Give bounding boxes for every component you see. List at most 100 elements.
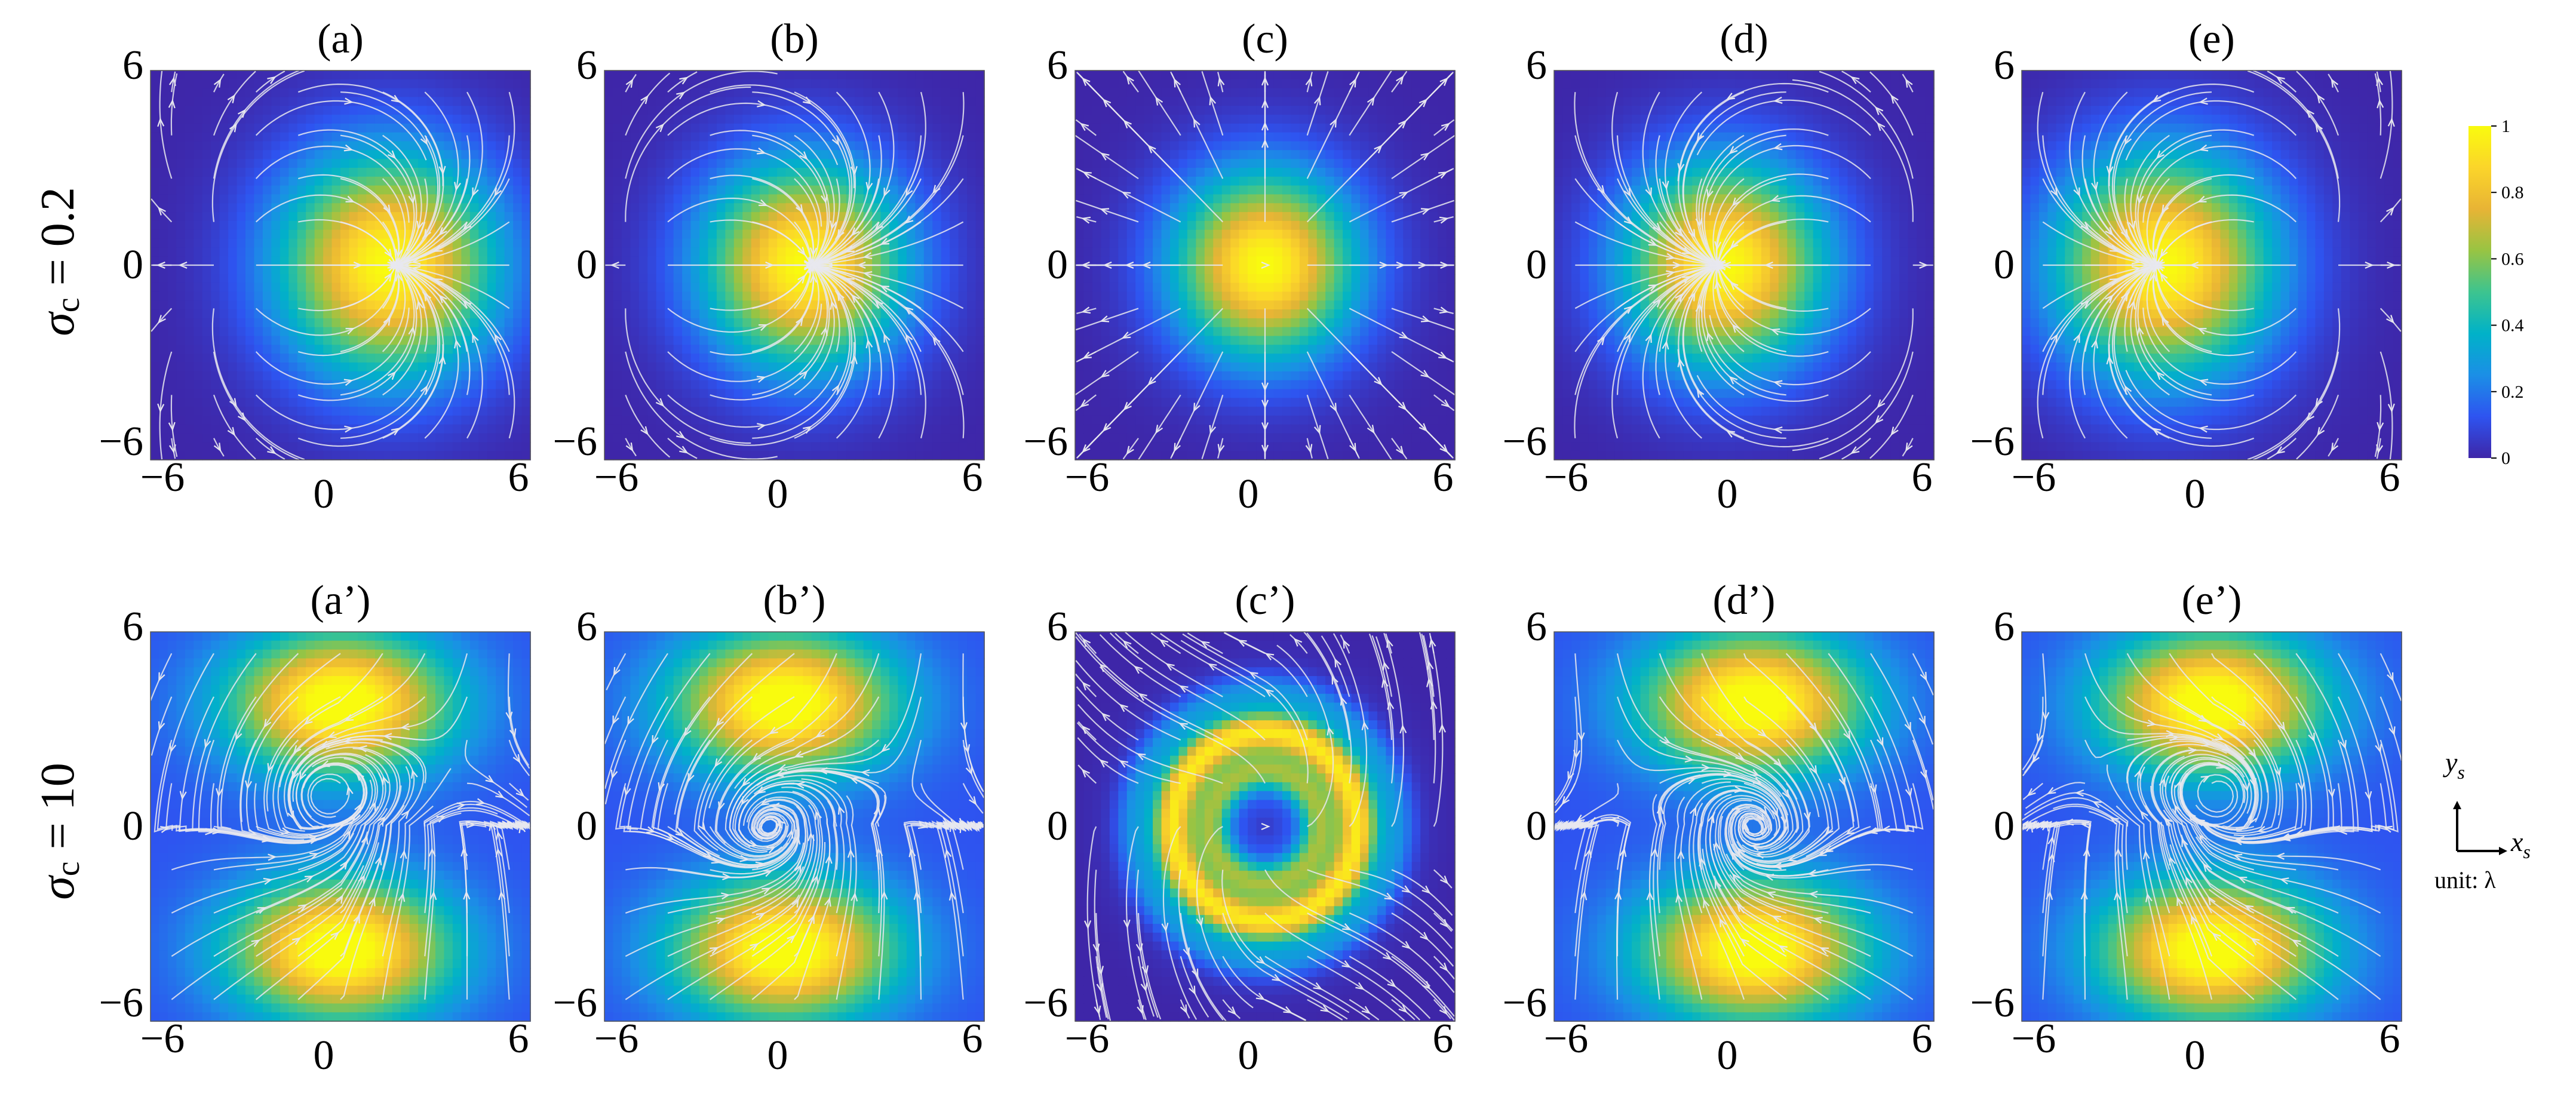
heatmap-cell xyxy=(262,247,272,257)
heatmap-cell xyxy=(673,185,683,195)
heatmap-cell xyxy=(785,371,795,381)
heatmap-cell xyxy=(647,185,657,195)
heatmap-cell xyxy=(1213,132,1223,142)
heatmap-cell xyxy=(176,274,186,284)
heatmap-cell xyxy=(297,354,306,363)
heatmap-cell xyxy=(967,371,977,381)
heatmap-cell xyxy=(374,274,385,284)
heatmap-cell xyxy=(254,79,263,89)
heatmap-cell xyxy=(941,185,950,195)
panel-2: (b)60−6−6 0 6 xyxy=(553,16,985,517)
heatmap-cell xyxy=(444,327,453,337)
heatmap-cell xyxy=(1265,168,1275,177)
heatmap-cell xyxy=(504,442,514,451)
heatmap-cell xyxy=(665,247,674,257)
heatmap-cell xyxy=(785,265,795,275)
heatmap-cell xyxy=(306,194,315,204)
heatmap-cell xyxy=(889,451,899,460)
heatmap-cell xyxy=(176,318,186,328)
heatmap-cell xyxy=(1126,203,1136,213)
heatmap-cell xyxy=(716,220,726,231)
heatmap-cell xyxy=(742,88,752,98)
heatmap-cell xyxy=(1075,141,1085,151)
heatmap-cell xyxy=(1230,106,1240,115)
heatmap-cell xyxy=(794,70,804,80)
heatmap-cell xyxy=(323,123,333,133)
heatmap-cell xyxy=(323,229,333,239)
heatmap-cell xyxy=(898,371,907,381)
heatmap-cell xyxy=(513,371,523,381)
heatmap-cell xyxy=(604,194,614,204)
heatmap-cell xyxy=(245,274,255,284)
heatmap-cell xyxy=(1429,115,1438,124)
heatmap-cell xyxy=(176,141,186,151)
heatmap-cell xyxy=(1187,132,1197,142)
heatmap-cell xyxy=(1248,115,1257,124)
heatmap-cell xyxy=(690,168,700,177)
heatmap-cell xyxy=(923,433,934,443)
heatmap-cell xyxy=(461,265,471,275)
heatmap-cell xyxy=(349,407,358,416)
heatmap-cell xyxy=(496,220,505,231)
heatmap-cell xyxy=(219,309,229,319)
heatmap-cell xyxy=(194,336,203,346)
heatmap-cell xyxy=(167,229,177,239)
heatmap-cell xyxy=(837,79,847,89)
heatmap-cell xyxy=(469,442,480,451)
heatmap-cell xyxy=(656,229,665,239)
heatmap-cell xyxy=(444,362,453,372)
heatmap-cell xyxy=(167,115,177,124)
heatmap-cell xyxy=(1446,141,1456,151)
heatmap-cell xyxy=(777,282,787,293)
heatmap-cell xyxy=(1161,185,1171,195)
heatmap-cell xyxy=(647,159,657,168)
heatmap-cell xyxy=(1153,194,1162,204)
heatmap-cell xyxy=(613,141,622,151)
heatmap-cell xyxy=(185,274,195,284)
heatmap-cell xyxy=(923,451,934,460)
heatmap-cell xyxy=(1204,123,1214,133)
heatmap-cell xyxy=(496,424,505,434)
heatmap-cell xyxy=(725,229,735,239)
heatmap-cell xyxy=(452,70,462,80)
heatmap-cell xyxy=(682,141,692,151)
heatmap-cell xyxy=(504,247,514,257)
heatmap-cell xyxy=(898,150,907,159)
heatmap-cell xyxy=(452,380,462,390)
heatmap-cell xyxy=(513,106,523,115)
heatmap-cell xyxy=(383,345,393,354)
heatmap-cell xyxy=(604,354,614,363)
heatmap-cell xyxy=(487,451,496,460)
heatmap-cell xyxy=(340,362,350,372)
heatmap-cell xyxy=(194,362,203,372)
heatmap-cell xyxy=(167,159,177,168)
heatmap-cell xyxy=(941,451,950,460)
heatmap-cell xyxy=(967,265,977,275)
heatmap-cell xyxy=(690,398,700,407)
heatmap-cell xyxy=(151,362,160,372)
heatmap-cell xyxy=(366,398,376,407)
heatmap-cell xyxy=(768,159,778,168)
heatmap-cell xyxy=(271,424,281,434)
heatmap-cell xyxy=(504,407,514,416)
heatmap-cell xyxy=(478,185,488,195)
heatmap-cell xyxy=(1316,123,1326,133)
heatmap-cell xyxy=(846,70,855,80)
heatmap-cell xyxy=(487,300,496,310)
heatmap-cell xyxy=(1273,185,1283,195)
heatmap-cell xyxy=(673,327,683,337)
heatmap-cell xyxy=(975,433,985,443)
heatmap-cell xyxy=(1334,159,1343,168)
heatmap-cell xyxy=(716,291,726,302)
heatmap-cell xyxy=(254,415,263,425)
heatmap-cell xyxy=(1239,141,1248,151)
heatmap-cell xyxy=(1386,185,1395,195)
heatmap-cell xyxy=(1438,176,1447,186)
heatmap-cell xyxy=(513,141,523,151)
heatmap-cell xyxy=(665,159,674,168)
heatmap-cell xyxy=(496,97,505,107)
heatmap-cell xyxy=(950,345,959,354)
heatmap-cell xyxy=(314,176,324,186)
heatmap-cell xyxy=(604,132,614,142)
heatmap-cell xyxy=(297,168,306,177)
